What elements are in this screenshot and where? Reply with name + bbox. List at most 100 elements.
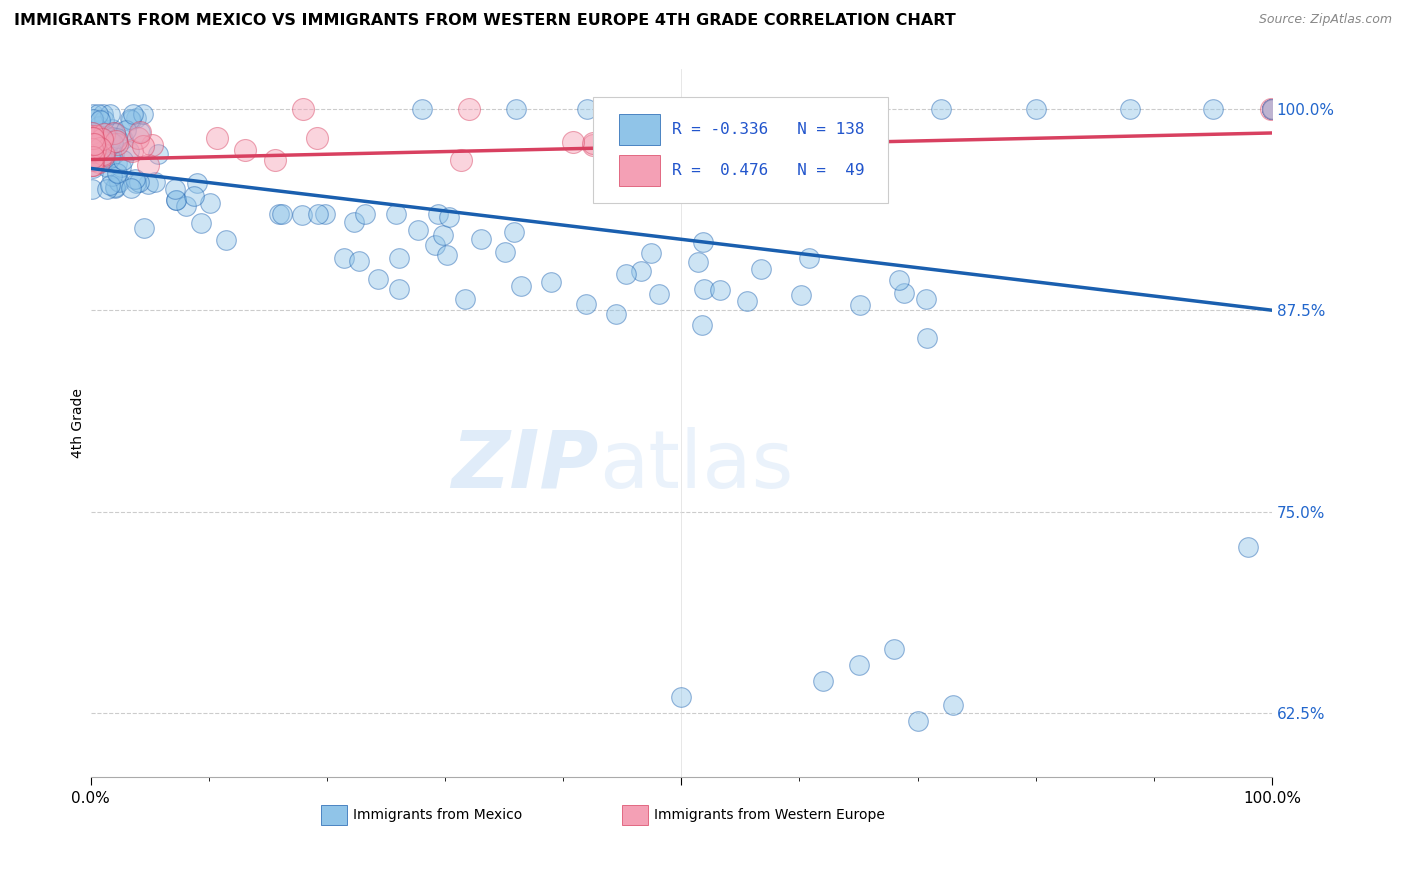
- Point: [307, 206, 329, 220]
- Point: [215, 233, 238, 247]
- Point: [112, 132, 135, 146]
- Point: [138, 158, 160, 172]
- Point: [82, 131, 104, 145]
- Point: [105, 166, 128, 180]
- Point: [332, 251, 354, 265]
- Point: [103, 136, 125, 151]
- Point: [1261, 102, 1284, 116]
- Point: [84, 142, 107, 156]
- Point: [848, 102, 870, 116]
- Point: [640, 246, 662, 260]
- Point: [93, 127, 115, 141]
- Text: IMMIGRANTS FROM MEXICO VS IMMIGRANTS FROM WESTERN EUROPE 4TH GRADE CORRELATION C: IMMIGRANTS FROM MEXICO VS IMMIGRANTS FRO…: [14, 13, 956, 29]
- Point: [91, 151, 114, 165]
- Point: [582, 136, 605, 150]
- Point: [93, 134, 115, 148]
- Point: [688, 255, 710, 269]
- Point: [799, 252, 821, 266]
- Point: [271, 206, 294, 220]
- Text: Source: ZipAtlas.com: Source: ZipAtlas.com: [1258, 13, 1392, 27]
- Point: [83, 148, 105, 162]
- Point: [83, 144, 105, 158]
- Point: [141, 137, 163, 152]
- Point: [104, 180, 127, 194]
- Point: [849, 298, 872, 312]
- Point: [80, 158, 103, 172]
- Point: [291, 208, 314, 222]
- Point: [1261, 102, 1284, 116]
- Point: [605, 307, 627, 321]
- Point: [103, 147, 125, 161]
- Point: [82, 153, 104, 168]
- Point: [406, 223, 429, 237]
- Point: [129, 125, 152, 139]
- FancyBboxPatch shape: [623, 805, 648, 825]
- Point: [101, 122, 124, 136]
- Point: [509, 278, 531, 293]
- Point: [432, 228, 454, 243]
- Point: [143, 175, 166, 189]
- Text: R =  0.476   N =  49: R = 0.476 N = 49: [672, 163, 865, 178]
- Point: [101, 125, 124, 139]
- Point: [101, 130, 124, 145]
- Point: [749, 261, 772, 276]
- Point: [129, 125, 152, 139]
- Point: [1261, 102, 1284, 116]
- Point: [121, 181, 143, 195]
- Point: [103, 126, 125, 140]
- Y-axis label: 4th Grade: 4th Grade: [72, 388, 86, 458]
- Point: [1261, 102, 1284, 116]
- Point: [562, 135, 585, 149]
- Point: [89, 125, 111, 139]
- Point: [87, 154, 110, 169]
- Point: [915, 331, 938, 345]
- Point: [91, 106, 114, 120]
- Point: [385, 206, 408, 220]
- Point: [80, 181, 103, 195]
- Point: [693, 282, 716, 296]
- Point: [97, 137, 120, 152]
- Point: [1237, 540, 1260, 554]
- Point: [96, 128, 118, 143]
- Point: [575, 297, 598, 311]
- Point: [165, 194, 187, 208]
- Point: [354, 206, 377, 220]
- Point: [93, 148, 115, 162]
- Point: [96, 160, 118, 174]
- Point: [470, 232, 492, 246]
- Point: [186, 176, 208, 190]
- Point: [93, 113, 115, 128]
- Point: [82, 161, 104, 176]
- Point: [83, 137, 105, 152]
- Point: [96, 141, 118, 155]
- Point: [128, 175, 150, 189]
- Point: [121, 144, 143, 158]
- Point: [1202, 102, 1225, 116]
- Point: [90, 145, 112, 160]
- Point: [131, 106, 153, 120]
- Point: [83, 142, 105, 156]
- Point: [105, 156, 128, 170]
- Point: [100, 146, 122, 161]
- Point: [138, 177, 160, 191]
- Point: [367, 271, 389, 285]
- Point: [690, 318, 713, 332]
- Point: [1261, 102, 1284, 116]
- Point: [82, 106, 104, 120]
- Point: [637, 152, 659, 166]
- Point: [207, 131, 229, 145]
- Point: [1261, 102, 1284, 116]
- Point: [1261, 102, 1284, 116]
- Point: [929, 102, 952, 116]
- Point: [454, 292, 477, 306]
- Point: [505, 102, 527, 116]
- Point: [709, 283, 731, 297]
- Point: [124, 171, 146, 186]
- Point: [80, 128, 103, 143]
- Point: [127, 131, 149, 145]
- Point: [82, 112, 104, 126]
- Point: [263, 153, 285, 168]
- FancyBboxPatch shape: [593, 97, 889, 203]
- Point: [132, 138, 155, 153]
- Point: [111, 153, 134, 167]
